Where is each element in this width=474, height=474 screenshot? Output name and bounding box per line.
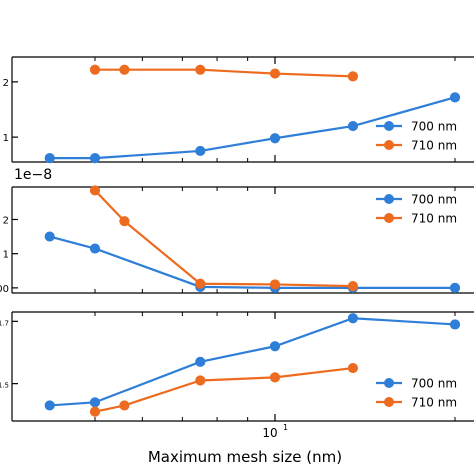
x-major-tick-exponent: 1 — [283, 423, 288, 432]
legend-label: 700 nm — [411, 120, 457, 134]
legend: 700 nm 710 nm — [376, 120, 457, 153]
data-point — [44, 231, 55, 242]
y-tick-label: 1.5 — [0, 382, 9, 390]
legend-marker — [384, 194, 394, 204]
data-point — [89, 406, 101, 417]
legend-marker — [384, 140, 394, 150]
data-point — [269, 279, 281, 290]
legend: 700 nm 710 nm — [376, 193, 457, 226]
data-point — [347, 362, 359, 374]
legend-marker — [384, 213, 394, 223]
data-point — [269, 68, 281, 79]
y-tick-label: 1 — [3, 250, 9, 261]
data-point — [119, 64, 130, 75]
series-line — [94, 189, 353, 288]
y-tick-label: 2 — [3, 215, 9, 226]
series-700-nm — [44, 313, 461, 411]
y-tick-label: 1.7 — [0, 319, 9, 327]
data-point — [44, 153, 55, 164]
data-point — [195, 375, 206, 386]
legend-label: 710 nm — [411, 396, 457, 410]
data-point — [89, 185, 101, 196]
y-tick-label: 1 — [3, 133, 9, 144]
data-point — [449, 319, 461, 330]
series-line — [49, 235, 455, 289]
series-710-nm — [89, 362, 359, 417]
data-point — [89, 243, 101, 254]
panel-2: 00 1 2 1e−8 700 nm 710 nm — [0, 167, 474, 295]
y-tick-label: 00 — [0, 284, 9, 295]
legend-label: 710 nm — [411, 139, 457, 153]
panel-3: 1.5 1.7 700 nm 710 nm — [0, 311, 474, 422]
series-line — [94, 366, 354, 413]
legend-marker — [384, 378, 394, 388]
legend-label: 700 nm — [411, 193, 457, 207]
data-point — [449, 282, 461, 293]
data-point — [195, 64, 206, 75]
y-tick-label: 2 — [3, 78, 9, 89]
data-point — [89, 64, 101, 75]
data-point — [347, 120, 359, 132]
data-point — [89, 397, 101, 408]
data-point — [269, 133, 281, 144]
x-major-tick-label: 10 — [262, 426, 277, 440]
legend-label: 700 nm — [411, 377, 457, 391]
data-point — [195, 145, 206, 157]
series-line — [49, 96, 456, 160]
x-axis-title: Maximum mesh size (nm) — [148, 448, 342, 466]
data-point — [347, 313, 359, 324]
data-point — [44, 400, 55, 411]
x-axis-labels: 10 1 Maximum mesh size (nm) — [148, 423, 342, 466]
data-point — [119, 216, 130, 227]
series-710-nm — [89, 185, 359, 292]
data-point — [269, 341, 281, 352]
legend-marker — [384, 397, 394, 407]
data-point — [347, 281, 359, 292]
data-point — [119, 400, 130, 411]
series-710-nm — [89, 64, 359, 82]
series-line — [95, 68, 353, 78]
data-point — [347, 71, 359, 82]
series-700-nm — [44, 92, 461, 164]
panel-1: 1 2 700 nm 710 nm — [3, 56, 474, 164]
data-point — [89, 153, 101, 164]
data-point — [449, 92, 461, 103]
legend-marker — [384, 121, 394, 131]
y-offset-text: 1e−8 — [14, 167, 52, 183]
data-point — [195, 356, 206, 367]
legend-label: 710 nm — [411, 212, 457, 226]
data-point — [195, 278, 206, 289]
legend: 700 nm 710 nm — [376, 377, 457, 410]
data-point — [269, 372, 281, 383]
panels: 1 2 700 nm 710 nm 00 1 2 1e−8 700 nm 710 nm 1.5 1.7… — [0, 56, 474, 422]
series-line — [49, 317, 456, 407]
